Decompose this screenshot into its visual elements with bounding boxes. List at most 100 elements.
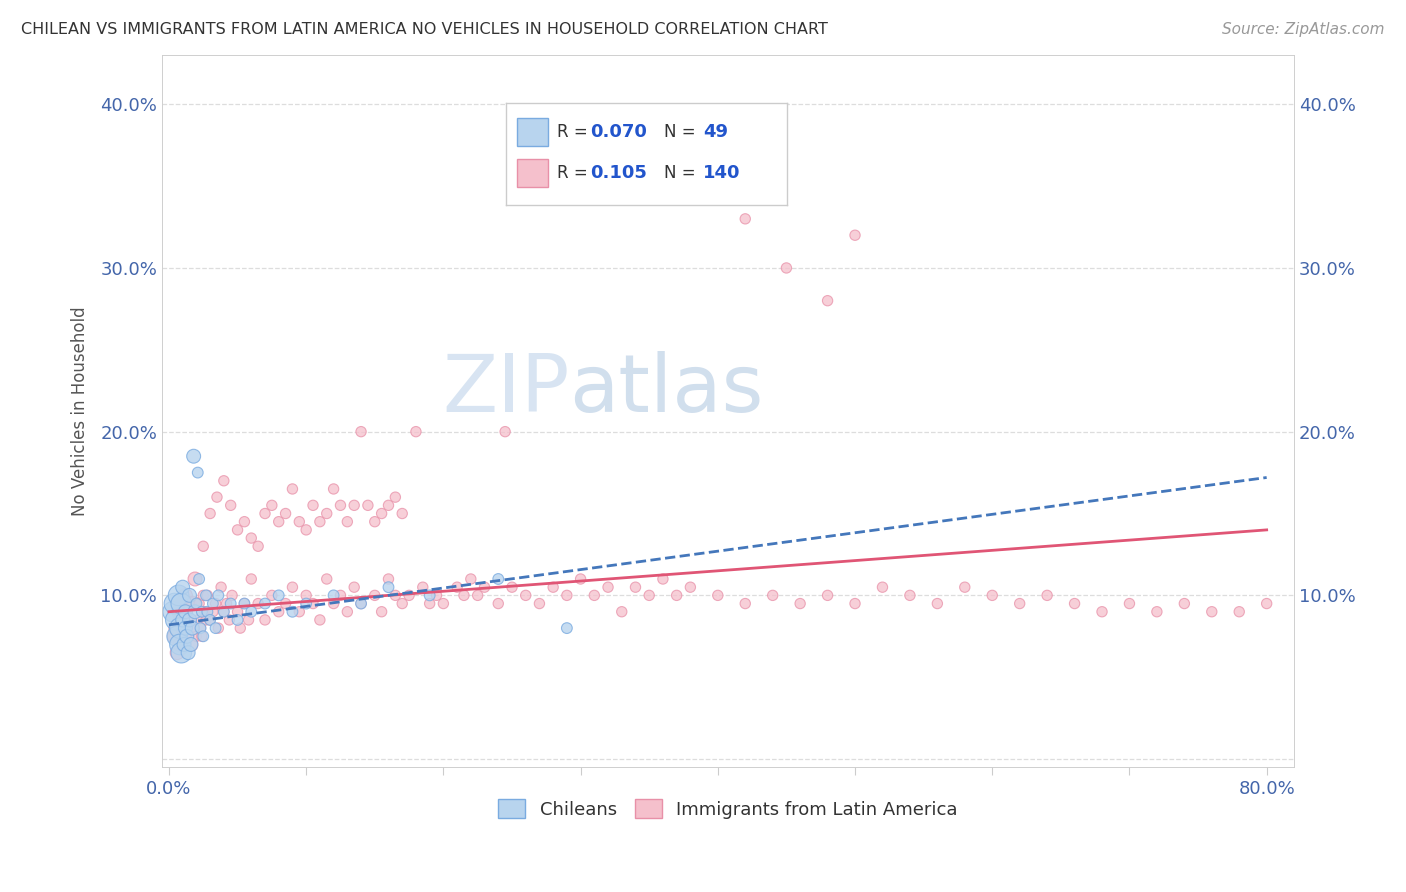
Y-axis label: No Vehicles in Household: No Vehicles in Household [72, 306, 89, 516]
Point [176, 629, 198, 643]
Point [253, 597, 276, 611]
Point [419, 597, 441, 611]
Point [204, 621, 226, 635]
Point [198, 613, 221, 627]
Point [221, 588, 243, 602]
Point [425, 588, 447, 602]
Point [172, 580, 194, 594]
Point [1091, 605, 1114, 619]
Point [350, 597, 373, 611]
Point [322, 597, 344, 611]
Point [350, 597, 373, 611]
Point [762, 588, 785, 602]
Point [1036, 588, 1059, 602]
Point [173, 638, 195, 652]
FancyBboxPatch shape [517, 159, 548, 187]
Point [165, 621, 187, 635]
Point [295, 523, 318, 537]
Point [179, 613, 201, 627]
Point [734, 597, 756, 611]
Point [357, 499, 380, 513]
Point [679, 580, 702, 594]
Point [162, 605, 184, 619]
Point [844, 597, 866, 611]
Point [207, 588, 229, 602]
Text: R =: R = [557, 164, 598, 182]
Point [927, 597, 949, 611]
Point [174, 605, 197, 619]
Point [193, 539, 215, 553]
Point [364, 515, 387, 529]
Point [665, 588, 688, 602]
Point [624, 580, 647, 594]
Point [377, 580, 399, 594]
Point [198, 507, 221, 521]
Point [267, 515, 290, 529]
Point [817, 293, 839, 308]
Point [981, 588, 1004, 602]
Point [188, 597, 211, 611]
Point [350, 425, 373, 439]
FancyBboxPatch shape [517, 118, 548, 146]
Point [212, 605, 235, 619]
Point [209, 580, 232, 594]
Point [610, 605, 633, 619]
Point [377, 499, 399, 513]
Point [295, 597, 318, 611]
Point [267, 588, 290, 602]
Point [391, 597, 413, 611]
Point [377, 572, 399, 586]
Point [179, 588, 201, 602]
Point [174, 621, 197, 635]
Point [190, 621, 212, 635]
Point [194, 605, 217, 619]
Point [184, 605, 207, 619]
Point [180, 638, 202, 652]
Point [184, 572, 207, 586]
Point [173, 638, 195, 652]
Point [215, 597, 238, 611]
Point [205, 490, 228, 504]
Point [198, 613, 221, 627]
Point [177, 646, 200, 660]
Point [238, 613, 260, 627]
Point [1256, 597, 1278, 611]
Point [515, 588, 537, 602]
Point [707, 130, 730, 145]
Text: ZIP: ZIP [443, 351, 569, 429]
Text: 140: 140 [703, 164, 741, 182]
Point [195, 588, 218, 602]
Point [183, 449, 205, 463]
Point [191, 605, 214, 619]
Point [172, 613, 194, 627]
Point [169, 613, 191, 627]
Point [343, 580, 366, 594]
Point [170, 597, 193, 611]
Point [555, 588, 578, 602]
Point [405, 425, 427, 439]
Legend: Chileans, Immigrants from Latin America: Chileans, Immigrants from Latin America [491, 792, 965, 826]
Point [474, 580, 496, 594]
Point [218, 613, 240, 627]
Point [260, 499, 283, 513]
Point [195, 588, 218, 602]
Text: CHILEAN VS IMMIGRANTS FROM LATIN AMERICA NO VEHICLES IN HOUSEHOLD CORRELATION CH: CHILEAN VS IMMIGRANTS FROM LATIN AMERICA… [21, 22, 828, 37]
Point [253, 613, 276, 627]
Point [391, 507, 413, 521]
Point [1146, 605, 1168, 619]
Point [343, 499, 366, 513]
Point [364, 588, 387, 602]
Text: 49: 49 [703, 123, 728, 141]
Text: N =: N = [664, 164, 700, 182]
Point [529, 597, 551, 611]
Point [734, 211, 756, 226]
Point [281, 605, 304, 619]
Point [187, 466, 209, 480]
Point [817, 588, 839, 602]
Point [789, 597, 811, 611]
Point [707, 588, 730, 602]
Point [165, 613, 187, 627]
Point [281, 580, 304, 594]
Point [412, 580, 434, 594]
Point [336, 515, 359, 529]
